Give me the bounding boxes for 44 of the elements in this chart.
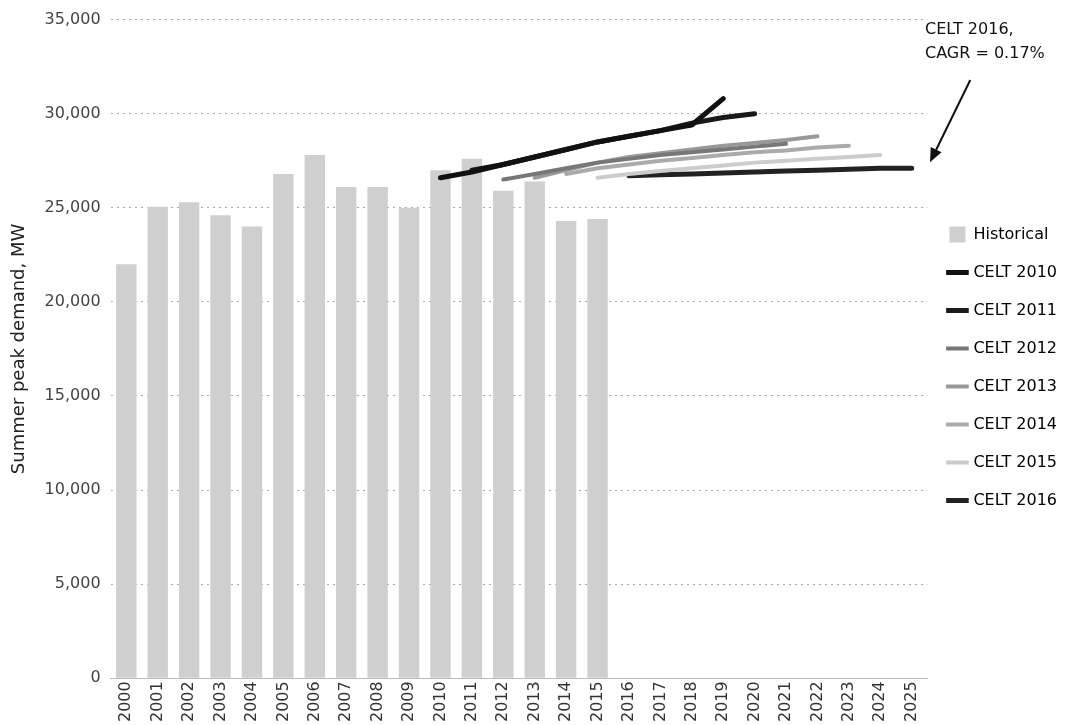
legend-label: CELT 2013	[973, 375, 1058, 395]
x-tick-label: 2007	[335, 681, 355, 722]
y-tick-label: 0	[90, 667, 101, 687]
legend-label: CELT 2012	[973, 337, 1058, 357]
y-tick-label: 35,000	[44, 8, 101, 28]
x-tick-label: 2023	[838, 681, 858, 722]
x-tick-label: 2021	[775, 681, 795, 722]
x-tick-label: 2006	[303, 681, 323, 722]
legend-label: CELT 2010	[973, 261, 1058, 281]
legend-label: Historical	[973, 223, 1049, 243]
x-tick-label: 2016	[618, 681, 638, 722]
y-tick-label: 30,000	[44, 102, 101, 122]
legend-label: CELT 2015	[973, 451, 1058, 471]
y-axis-title: Summer peak demand, MW	[7, 223, 29, 475]
x-tick-label: 2019	[712, 681, 732, 722]
x-tick-label: 2020	[743, 681, 763, 722]
legend-label: CELT 2011	[973, 299, 1058, 319]
y-tick-label: 20,000	[44, 291, 101, 311]
x-tick-label: 2015	[586, 681, 606, 722]
x-tick-label: 2024	[869, 681, 889, 722]
y-tick-label: 25,000	[44, 196, 101, 216]
y-tick-label: 15,000	[44, 385, 101, 405]
annotation: CELT 2016, CAGR = 0.17%	[925, 19, 1045, 63]
x-tick-label: 2014	[555, 681, 575, 722]
x-tick-label: 2000	[115, 681, 135, 722]
x-tick-label: 2018	[680, 681, 700, 722]
x-tick-label: 2012	[492, 681, 512, 722]
x-tick-label: 2025	[900, 681, 920, 722]
y-tick-label: 10,000	[44, 479, 101, 499]
x-tick-label: 2003	[209, 681, 229, 722]
x-tick-label: 2002	[178, 681, 198, 722]
x-tick-label: 2004	[241, 681, 261, 722]
x-tick-label: 2022	[806, 681, 826, 722]
x-tick-label: 2013	[523, 681, 543, 722]
x-tick-label: 2017	[649, 681, 669, 722]
x-tick-label: 2010	[429, 681, 449, 722]
x-tick-label: 2009	[398, 681, 418, 722]
x-tick-label: 2011	[461, 681, 481, 722]
y-tick-label: 5,000	[54, 573, 101, 593]
x-tick-label: 2005	[272, 681, 292, 722]
x-tick-label: 2001	[146, 681, 166, 722]
legend-label: CELT 2014	[973, 413, 1058, 433]
x-tick-label: 2008	[366, 681, 386, 722]
legend-label: CELT 2016	[973, 489, 1058, 509]
